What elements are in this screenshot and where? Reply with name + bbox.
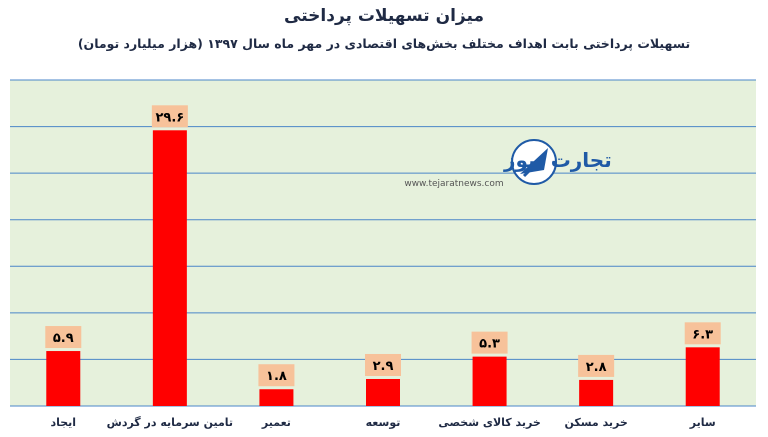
- bars-group: [46, 130, 720, 406]
- bar-0: [46, 351, 81, 406]
- data-label-1: ۲۹.۶: [155, 110, 184, 125]
- data-label-box-4: [471, 331, 508, 354]
- x-tick-labels-group: ایجاد تامین سرمایه در گردش تعمیر توسعه خرید …: [50, 416, 715, 429]
- watermark-url: www.tejaratnews.com: [404, 179, 503, 189]
- data-labels-group: ۵.۹ ۲۹.۶ ۱.۸ ۲.۹ ۵.۳ ۲.۸ ۶.۳: [45, 105, 721, 387]
- bar-5: [579, 379, 614, 406]
- x-tick-label-2: تعمیر: [261, 416, 291, 429]
- chart-subtitle: تسهیلات پرداختی بابت اهداف مختلف بخش‌های…: [77, 36, 691, 51]
- data-label-box-3: [365, 353, 401, 376]
- data-label-box-2: [258, 364, 295, 387]
- x-tick-label-1: تامین سرمایه در گردش: [107, 416, 233, 429]
- plot-area: [10, 80, 756, 406]
- data-label-4: ۵.۳: [479, 337, 500, 352]
- watermark-brand: تجارت نیوز: [503, 148, 612, 172]
- data-label-3: ۲.۹: [373, 359, 394, 374]
- data-label-box-1: [151, 105, 188, 128]
- chart-title: میزان تسهیلات پرداختی: [284, 6, 484, 26]
- x-tick-label-3: توسعه: [366, 416, 401, 429]
- x-tick-label-0: ایجاد: [50, 416, 76, 429]
- bar-4: [472, 356, 507, 406]
- bar-2: [259, 389, 294, 406]
- data-label-box-5: [578, 354, 615, 377]
- tejaratnews-logo: تجارت نیوز www.tejaratnews.com: [404, 139, 612, 189]
- x-tick-label-5: خرید مسکن: [564, 416, 627, 429]
- bar-1: [152, 130, 187, 406]
- data-label-6: ۶.۳: [692, 327, 713, 342]
- data-label-box-6: [684, 322, 721, 345]
- data-label-5: ۲.۸: [586, 360, 607, 375]
- data-label-2: ۱.۸: [266, 369, 287, 384]
- x-tick-label-6: سایر: [689, 416, 716, 429]
- bar-6: [685, 347, 720, 406]
- bar-3: [366, 378, 400, 406]
- data-label-0: ۵.۹: [53, 331, 74, 346]
- data-label-box-0: [45, 326, 82, 349]
- x-tick-label-4: خرید کالای شخصی: [438, 416, 540, 429]
